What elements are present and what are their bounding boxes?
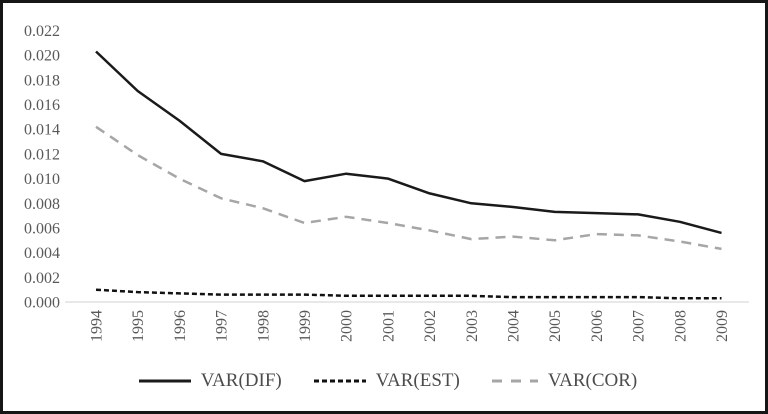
y-axis-tick-label: 0.016	[24, 97, 60, 114]
legend-item-var-cor: VAR(COR)	[490, 370, 637, 392]
legend-label-var-est: VAR(EST)	[375, 370, 460, 391]
legend-item-var-dif: VAR(DIF)	[137, 370, 282, 392]
x-axis-tick-label: 2001	[380, 310, 397, 342]
y-axis-tick-label: 0.004	[24, 245, 60, 262]
y-axis-tick-label: 0.014	[24, 122, 60, 139]
x-axis-tick-label: 1997	[214, 310, 231, 342]
x-axis-tick-label: 2007	[631, 310, 648, 342]
x-axis-tick-label: 2004	[506, 310, 523, 342]
x-axis-tick-label: 1994	[89, 310, 106, 342]
legend-item-var-est: VAR(EST)	[312, 370, 460, 392]
y-axis-tick-label: 0.002	[24, 270, 60, 287]
x-axis-tick-label: 2000	[339, 310, 356, 342]
x-axis-tick-label: 2009	[714, 310, 731, 342]
x-axis-tick-label: 1998	[255, 310, 272, 342]
legend-line-sample-var-dif	[138, 379, 191, 383]
x-axis-tick-label: 2008	[672, 310, 689, 342]
x-axis-tick-label: 2002	[422, 310, 439, 342]
x-axis-tick-label: 2006	[589, 310, 606, 342]
y-axis-tick-label: 0.012	[24, 146, 60, 163]
series-line-var-dif-	[95, 50, 722, 235]
x-axis-tick-label: 1995	[130, 310, 147, 342]
y-axis-tick-label: 0.008	[24, 196, 60, 213]
legend-line-sample-var-cor	[491, 379, 538, 383]
legend-label-var-dif: VAR(DIF)	[200, 370, 282, 391]
series-line-var-cor-	[95, 125, 722, 251]
line-chart-plot: 0.000 0.002 0.004 0.006 0.008 0.010 0.012 0.014…	[24, 23, 749, 342]
legend-line-sample-var-est	[313, 379, 366, 383]
chart-legend: VAR(DIF) VAR(EST) VAR(COR)	[3, 366, 765, 396]
y-axis-tick-label: 0.010	[24, 171, 60, 188]
y-axis-tick-label: 0.022	[24, 23, 60, 40]
x-axis-tick-label: 1996	[172, 310, 189, 342]
legend-label-var-cor: VAR(COR)	[547, 370, 638, 391]
y-axis-tick-label: 0.006	[24, 220, 60, 237]
x-axis-tick-label: 2005	[547, 310, 564, 342]
y-axis-tick-label: 0.020	[24, 48, 60, 65]
y-axis-tick-label: 0.000	[24, 295, 60, 312]
y-axis-tick-label: 0.018	[24, 72, 60, 89]
x-axis-tick-label: 2003	[464, 310, 481, 342]
series-line-var-est-	[95, 288, 722, 300]
x-axis-tick-label: 1999	[297, 310, 314, 342]
